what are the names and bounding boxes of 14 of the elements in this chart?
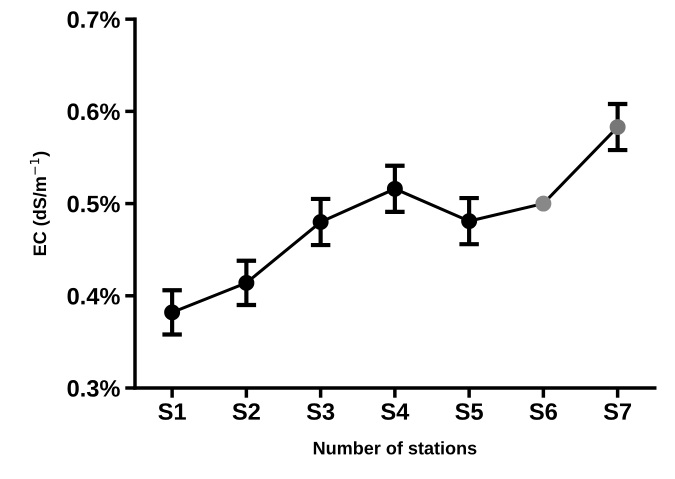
x-tick-label: S3	[306, 403, 334, 420]
x-tick-label: S1	[158, 403, 186, 420]
x-tick-label: S7	[604, 403, 632, 420]
y-tick-label: 0.3%	[68, 380, 120, 397]
x-axis-title: Number of stations	[314, 441, 476, 455]
x-tick-label: S2	[232, 403, 260, 420]
x-tick-label: S5	[455, 403, 483, 420]
y-tick-label: 0.5%	[68, 196, 120, 212]
x-tick-label: S6	[530, 403, 557, 420]
y-tick-label: 0.4%	[68, 288, 120, 305]
y-axis-title: EC (dS/m$^{−1}$)	[30, 152, 50, 256]
x-tick-label: S4	[381, 403, 410, 420]
y-tick-label: 0.7%	[68, 11, 120, 28]
y-tick-label: 0.6%	[68, 103, 120, 120]
